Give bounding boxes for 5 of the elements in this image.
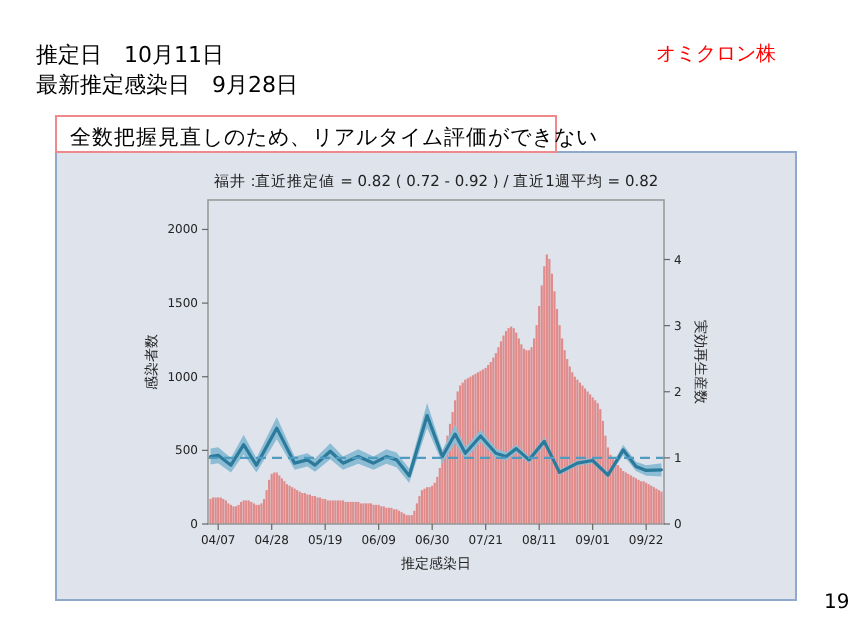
- text: 19: [824, 592, 850, 614]
- text: 全数把握見直しのため、リアルタイム評価ができない: [70, 124, 598, 150]
- text: 推定日 10月11日: [36, 42, 224, 68]
- text: 最新推定感染日 9月28日: [36, 72, 298, 98]
- text: オミクロン株: [656, 42, 776, 66]
